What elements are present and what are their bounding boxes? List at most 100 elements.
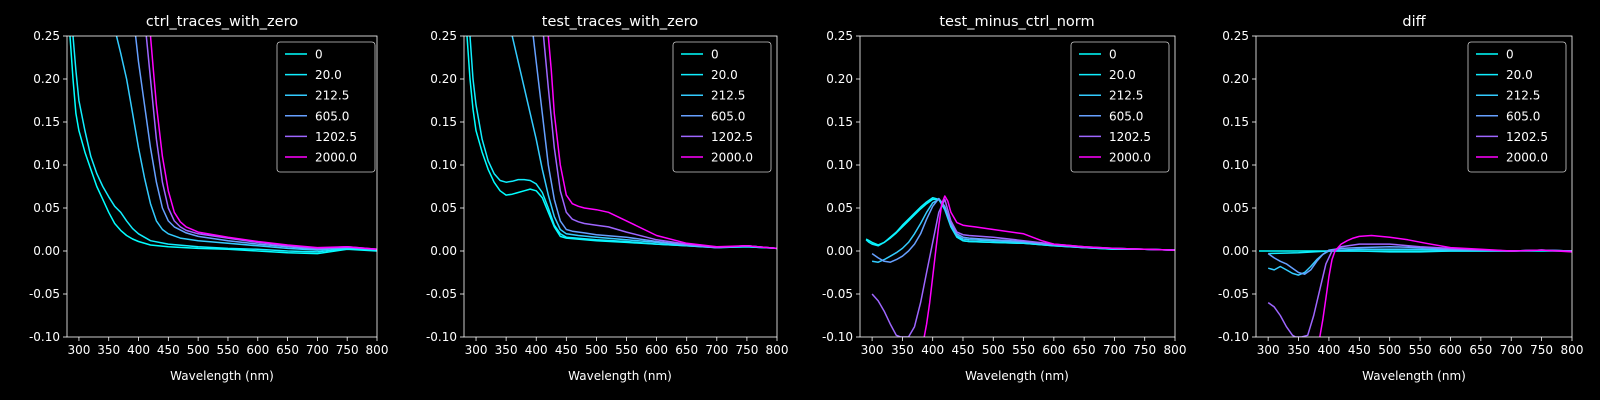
y-tick-label: 0.15 [430, 115, 457, 129]
x-tick-label: 500 [585, 343, 608, 357]
x-tick-label: 700 [1500, 343, 1523, 357]
subplot-title: diff [1402, 14, 1426, 30]
x-tick-label: 750 [1133, 343, 1156, 357]
y-tick-label: 0.25 [33, 29, 60, 43]
subplot-title: ctrl_traces_with_zero [146, 14, 298, 30]
legend-label: 1202.5 [1109, 130, 1151, 144]
series-line-0 [69, 36, 377, 255]
y-axis-ticks: -0.10 -0.05 0.00 0.05 0.10 0.15 0.20 0.25 [822, 29, 860, 344]
series-layer [865, 195, 1175, 337]
y-tick-label: 0.20 [33, 72, 60, 86]
series-line-212-5 [115, 36, 377, 251]
y-tick-label: 0.15 [33, 115, 60, 129]
x-tick-label: 550 [615, 343, 638, 357]
series-line-1202-5 [1267, 243, 1572, 337]
series-layer [69, 36, 377, 255]
y-tick-label: 0.25 [430, 29, 457, 43]
y-tick-label: 0.10 [1222, 158, 1249, 172]
x-tick-label: 500 [982, 343, 1005, 357]
y-tick-label: -0.10 [822, 330, 853, 344]
x-tick-label: 350 [97, 343, 120, 357]
x-tick-label: 700 [1103, 343, 1126, 357]
x-tick-label: 750 [336, 343, 359, 357]
x-axis-label: Wavelength (nm) [170, 369, 274, 383]
y-tick-label: 0.15 [1222, 115, 1249, 129]
legend-label: 1202.5 [1506, 130, 1548, 144]
x-tick-label: 550 [217, 343, 240, 357]
subplot-title: test_traces_with_zero [542, 14, 699, 30]
x-tick-label: 450 [555, 343, 578, 357]
legend-label: 1202.5 [711, 130, 753, 144]
y-tick-label: -0.10 [426, 330, 457, 344]
legend-label: 605.0 [711, 109, 745, 123]
series-line-2000-0 [149, 36, 377, 251]
legend-label: 212.5 [315, 89, 349, 103]
y-tick-label: 0.25 [1222, 29, 1249, 43]
y-tick-label: -0.05 [1218, 287, 1249, 301]
y-tick-label: 0.20 [430, 72, 457, 86]
legend: 0 20.0 212.5 605.0 1202.5 2000.0 [672, 41, 772, 173]
plot-frame [463, 35, 778, 338]
x-tick-label: 600 [246, 343, 269, 357]
legend-label: 20.0 [315, 68, 342, 82]
y-tick-label: 0.00 [826, 244, 853, 258]
x-tick-label: 550 [1409, 343, 1432, 357]
legend-label: 2000.0 [315, 151, 357, 165]
legend-label: 212.5 [711, 89, 745, 103]
series-line-20-0 [865, 196, 1175, 251]
legend-label: 212.5 [1506, 89, 1540, 103]
legend-label: 0 [1506, 48, 1514, 62]
legend-label: 1202.5 [315, 130, 357, 144]
x-tick-label: 700 [705, 343, 728, 357]
y-tick-label: 0.15 [826, 115, 853, 129]
series-line-2000-0 [547, 36, 777, 250]
plot-frame [1255, 35, 1573, 338]
y-tick-label: 0.00 [1222, 244, 1249, 258]
series-layer [466, 36, 777, 250]
legend-label: 20.0 [1506, 68, 1533, 82]
x-axis-ticks: 300 350 400 450 500 550 600 650 700 750 800 [1257, 337, 1584, 357]
legend-label: 2000.0 [1109, 151, 1151, 165]
y-tick-label: -0.10 [1218, 330, 1249, 344]
x-tick-label: 350 [495, 343, 518, 357]
x-axis-ticks: 300 350 400 450 500 550 600 650 700 750 800 [465, 337, 788, 357]
y-tick-label: -0.05 [29, 287, 60, 301]
legend-label: 2000.0 [1506, 151, 1548, 165]
x-tick-label: 350 [891, 343, 914, 357]
x-tick-label: 750 [1530, 343, 1553, 357]
plot-frame [66, 35, 378, 338]
x-tick-label: 400 [525, 343, 548, 357]
subplot-test-minus-ctrl-norm: 300 350 400 450 500 550 600 650 700 750 800 -0.10-… [822, 14, 1187, 383]
y-axis-ticks: -0.10 -0.05 0.00 0.05 0.10 0.15 0.20 0.25 [1218, 29, 1256, 344]
x-tick-label: 600 [1439, 343, 1462, 357]
y-tick-label: 0.00 [33, 244, 60, 258]
x-tick-label: 800 [1164, 343, 1187, 357]
x-tick-label: 500 [1378, 343, 1401, 357]
x-axis-ticks: 300 350 400 450 500 550 600 650 700 750 800 [861, 337, 1187, 357]
x-tick-label: 600 [1042, 343, 1065, 357]
y-axis-ticks: -0.10 -0.05 0.00 0.05 0.10 0.15 0.20 0.25 [426, 29, 464, 344]
y-tick-label: -0.05 [426, 287, 457, 301]
x-tick-label: 600 [645, 343, 668, 357]
legend: 0 20.0 212.5 605.0 1202.5 2000.0 [1070, 41, 1170, 173]
legend-label: 605.0 [1109, 109, 1143, 123]
x-tick-label: 450 [157, 343, 180, 357]
x-tick-label: 350 [1287, 343, 1310, 357]
plot-frame [859, 35, 1176, 338]
legend-label: 0 [711, 48, 719, 62]
subplot-ctrl-traces: 300 350 400 450 500 550 600 650 700 750 800 -0.10-… [29, 14, 389, 383]
subplot-diff: 300 350 400 450 500 550 600 650 700 750 800 -0.10-… [1218, 14, 1584, 383]
x-tick-label: 650 [276, 343, 299, 357]
x-tick-label: 700 [306, 343, 329, 357]
legend-label: 212.5 [1109, 89, 1143, 103]
legend-label: 20.0 [1109, 68, 1136, 82]
x-tick-label: 800 [366, 343, 389, 357]
x-tick-label: 650 [1469, 343, 1492, 357]
x-tick-label: 550 [1012, 343, 1035, 357]
y-tick-label: 0.25 [826, 29, 853, 43]
y-axis-ticks: -0.10 -0.05 0.00 0.05 0.10 0.15 0.20 0.25 [29, 29, 67, 344]
x-tick-label: 800 [1561, 343, 1584, 357]
y-tick-label: 0.05 [826, 201, 853, 215]
y-tick-label: 0.10 [826, 158, 853, 172]
